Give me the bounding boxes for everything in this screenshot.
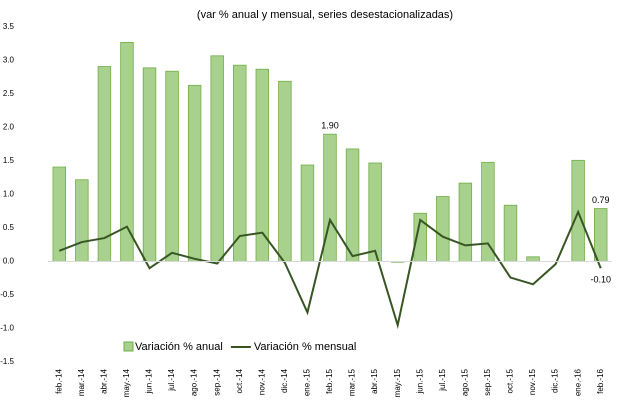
bar (345, 148, 360, 262)
bar (323, 133, 337, 262)
bar (481, 161, 495, 262)
bar (436, 196, 450, 262)
x-tick-label: dic.-14 (280, 368, 289, 393)
data-label: 1.90 (321, 121, 339, 131)
bar (368, 162, 382, 262)
x-tick-label: jul.-14 (167, 368, 176, 391)
y-tick-label: -1.0 (0, 324, 14, 333)
y-tick-label: -1.5 (0, 357, 14, 366)
bar (52, 166, 66, 262)
x-tick-label: ago.-15 (460, 368, 469, 396)
x-tick-label: feb.-14 (54, 368, 63, 393)
data-label: 0.79 (592, 195, 610, 205)
y-tick-label: 1.0 (3, 190, 15, 199)
bar (75, 179, 89, 262)
x-tick-label: ene.-16 (573, 368, 582, 396)
y-tick-label: 3.0 (3, 56, 15, 65)
y-tick-label: 2.0 (3, 123, 15, 132)
y-tick-label: 2.5 (3, 89, 15, 98)
y-tick-label: 3.5 (3, 22, 15, 31)
legend-swatch (123, 341, 134, 352)
x-tick-label: abr.-14 (100, 368, 109, 393)
x-tick-label: nov.-14 (257, 368, 266, 395)
x-tick-label: dic.-15 (551, 368, 560, 393)
x-tick-label: oct.-14 (235, 368, 244, 393)
x-tick-label: jun.-15 (415, 368, 424, 394)
legend-label: Variación % mensual (254, 341, 357, 353)
bar (300, 164, 315, 262)
bar (458, 182, 473, 262)
y-tick-label: 0.0 (3, 257, 15, 266)
bar (187, 84, 202, 262)
bar (233, 64, 247, 262)
x-tick-label: nov.-15 (528, 368, 537, 395)
x-tick-label: jul.-15 (438, 368, 447, 391)
x-tick-label: mar.-14 (77, 368, 86, 396)
y-tick-label: 1.5 (3, 156, 15, 165)
x-tick-label: feb.-15 (325, 368, 334, 393)
x-tick-label: ago.-14 (190, 368, 199, 396)
x-tick-label: sep.-14 (212, 368, 221, 395)
x-tick-label: sep.-15 (483, 368, 492, 395)
bar (526, 256, 540, 262)
bar (210, 55, 224, 262)
x-tick-label: feb.-16 (596, 368, 605, 393)
bar (278, 80, 292, 262)
x-tick-label: oct.-15 (506, 368, 515, 393)
line (58, 209, 602, 330)
bar (97, 66, 112, 262)
legend-label: Variación % anual (135, 341, 223, 353)
x-tick-label: jun.-14 (145, 368, 154, 394)
chart-title: (var % anual y mensual, series desestaci… (197, 9, 453, 21)
bar (142, 67, 157, 262)
y-tick-label: 0.5 (3, 223, 15, 232)
x-tick-label: may.-15 (393, 368, 402, 397)
bar (503, 204, 518, 262)
x-tick-label: may.-14 (122, 368, 131, 397)
x-tick-label: abr.-15 (370, 368, 379, 393)
x-tick-label: mar.-15 (348, 368, 357, 396)
y-tick-label: -0.5 (0, 290, 14, 299)
x-tick-label: ene.-15 (303, 368, 312, 396)
bar (165, 70, 179, 262)
bar (594, 208, 608, 262)
data-label: -0.10 (590, 275, 611, 285)
